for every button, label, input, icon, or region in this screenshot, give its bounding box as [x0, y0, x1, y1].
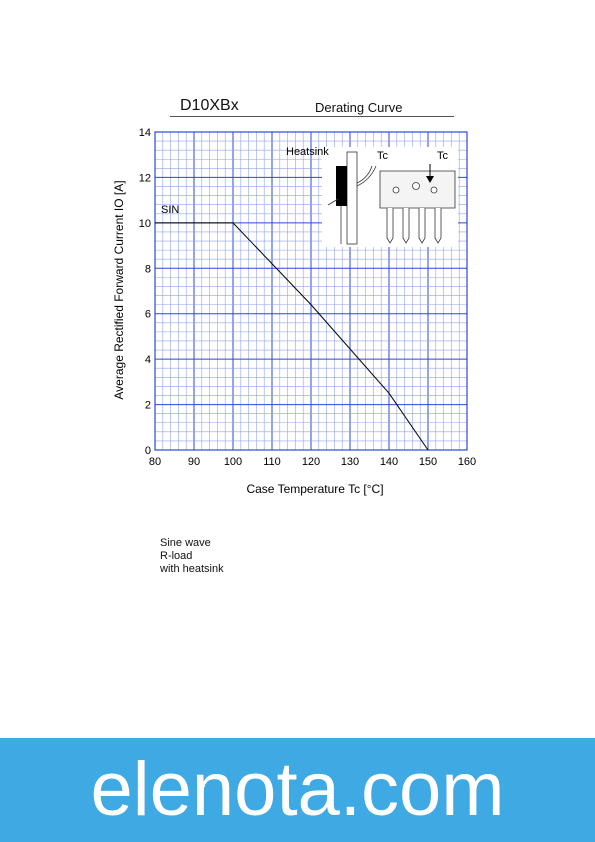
y-tick-label: 0: [145, 445, 151, 457]
note-with-heatsink: with heatsink: [160, 563, 224, 575]
x-tick-label: 140: [380, 456, 398, 468]
x-tick-label: 100: [224, 456, 242, 468]
y-tick-label: 10: [139, 218, 151, 230]
heatsink-icon: [327, 151, 377, 245]
x-tick-label: 150: [419, 456, 437, 468]
chart-series: SIN: [155, 204, 429, 451]
plot-frame: [154, 131, 468, 451]
chart-ticks: 80 90 100 110 120 130 140 150 160 0 2 4 6 8 10 12 14: [139, 127, 476, 468]
derating-chart: Heatsink Tc Tc SIN 80 90 100 110 120 130 140 15…: [112, 127, 476, 496]
y-tick-label: 8: [145, 263, 151, 275]
note-sine-wave: Sine wave: [160, 537, 211, 549]
package-inset: Heatsink Tc Tc: [286, 146, 458, 247]
inset-tc-label-left: Tc: [377, 150, 389, 162]
x-tick-label: 90: [188, 456, 200, 468]
y-tick-label: 12: [139, 172, 151, 184]
header-rule: [170, 116, 454, 117]
note-r-load: R-load: [160, 550, 193, 562]
bridge-package-icon: [379, 164, 456, 244]
x-tick-label: 120: [302, 456, 320, 468]
header-part-number: D10XBx: [180, 97, 239, 114]
footer-site-text[interactable]: elenota.com: [90, 747, 505, 832]
x-tick-label: 130: [341, 456, 359, 468]
series-label: SIN: [161, 204, 179, 216]
y-axis-label: Average Rectified Forward Current IO [A]: [112, 180, 126, 399]
inset-tc-label-right: Tc: [437, 150, 449, 162]
x-axis-label: Case Temperature Tc [°C]: [246, 482, 383, 496]
x-tick-label: 110: [263, 456, 281, 468]
inset-heatsink-label: Heatsink: [286, 146, 329, 158]
y-tick-label: 6: [145, 309, 151, 321]
x-tick-label: 160: [458, 456, 476, 468]
header-description: Derating Curve: [315, 100, 403, 115]
footer-banner: elenota.com: [0, 738, 595, 842]
y-tick-label: 4: [145, 354, 151, 366]
x-tick-label: 80: [149, 456, 161, 468]
series-line-sin: [155, 222, 429, 451]
y-tick-label: 14: [139, 127, 151, 139]
y-tick-label: 2: [145, 400, 151, 412]
